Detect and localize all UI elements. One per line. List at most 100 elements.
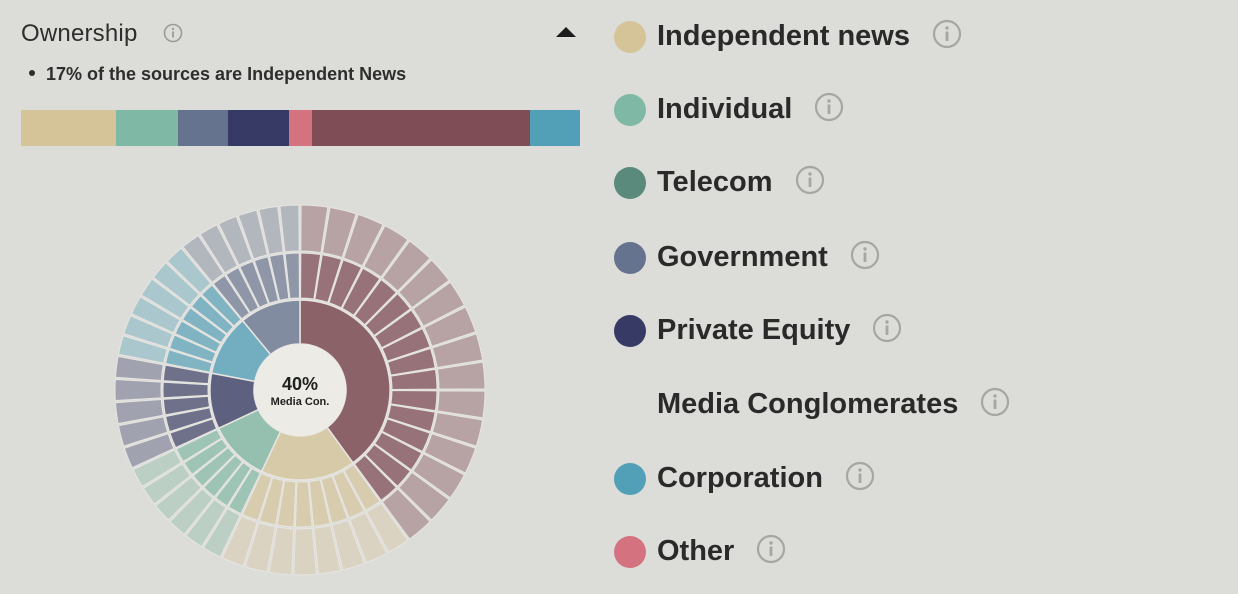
sunburst-slice-media-conglomerates-ring2-4[interactable] xyxy=(341,267,381,316)
info-icon[interactable] xyxy=(756,534,786,564)
sunburst-slice-corporation-ring3-2[interactable] xyxy=(123,315,174,349)
bar-segment-media-conglomerates[interactable] xyxy=(311,110,530,146)
sunburst-slice-media-conglomerates-ring2-13[interactable] xyxy=(381,418,431,453)
sunburst-slice-media-conglomerates-ring3-11[interactable] xyxy=(436,390,486,419)
sunburst-slice-individual-ring3-3[interactable] xyxy=(169,488,214,535)
sunburst-slice-independent-news-ring2-6[interactable] xyxy=(276,480,297,528)
sunburst-slice-private-equity-ring3-3[interactable] xyxy=(114,399,164,425)
sunburst-slice-individual-ring3-5[interactable] xyxy=(142,463,192,505)
sunburst-slice-government-ring2-1[interactable] xyxy=(212,274,251,320)
sunburst-slice-individual-ring2-2[interactable] xyxy=(214,461,252,507)
sunburst-slice-media-conglomerates-ring3-10[interactable] xyxy=(436,361,486,390)
sunburst-slice-corporation-ring3-3[interactable] xyxy=(130,296,181,334)
sunburst-slice-independent-news-ring2-2[interactable] xyxy=(332,470,366,519)
sunburst-slice-private-equity-ring2-5[interactable] xyxy=(162,364,211,385)
sunburst-slice-government-ring2-5[interactable] xyxy=(268,253,290,301)
sunburst-slice-media-conglomerates-ring2-8[interactable] xyxy=(381,327,431,362)
sunburst-slice-corporation-ring3-1[interactable] xyxy=(117,335,168,364)
sunburst-slice-government-ring2-3[interactable] xyxy=(239,260,269,309)
sunburst-slice-media-conglomerates-ring2-9[interactable] xyxy=(387,347,436,376)
sunburst-slice-corporation-ring2-1[interactable] xyxy=(164,349,213,373)
bar-segment-corporation[interactable] xyxy=(529,110,580,146)
sunburst-slice-media-conglomerates-ring3-9[interactable] xyxy=(431,333,484,369)
sunburst-slice-individual-ring2-3[interactable] xyxy=(203,454,244,498)
sunburst-slice-media-conglomerates-ring3-15[interactable] xyxy=(398,471,450,521)
legend-item-government[interactable]: Government xyxy=(614,238,1214,278)
sunburst-slice-media-conglomerates-ring2-11[interactable] xyxy=(390,390,438,412)
bar-segment-government[interactable] xyxy=(177,110,228,146)
sunburst-slice-independent-news-ring3-1[interactable] xyxy=(366,502,409,553)
sunburst-slice-individual-ring3-2[interactable] xyxy=(185,498,227,548)
sunburst-slice-private-equity-ring3-1[interactable] xyxy=(123,433,175,469)
sunburst-slice-government-ring2-2[interactable] xyxy=(225,266,260,314)
sunburst-slice-independent-news-ring2-8[interactable] xyxy=(241,472,273,522)
sunburst-slice-media-conglomerates-ring2-1[interactable] xyxy=(300,252,322,300)
sunburst-slice-media-conglomerates-ring3-14[interactable] xyxy=(412,453,466,499)
sunburst-slice-media-conglomerates-ring3-7[interactable] xyxy=(412,281,466,327)
legend-item-individual[interactable]: Individual xyxy=(614,90,1214,130)
info-icon[interactable] xyxy=(872,313,902,343)
sunburst-slice-media-conglomerates-ring2-10[interactable] xyxy=(390,368,438,390)
info-icon[interactable] xyxy=(845,461,875,491)
sunburst-slice-corporation-ring2-3[interactable] xyxy=(174,320,222,353)
sunburst-slice-independent-news-ring2-1[interactable] xyxy=(343,464,381,511)
legend-item-private-equity[interactable]: Private Equity xyxy=(614,311,1214,351)
sunburst-slice-independent-news-ring3-6[interactable] xyxy=(268,526,295,576)
sunburst-slice-corporation-ring2-5[interactable] xyxy=(190,295,234,335)
legend-item-corporation[interactable]: Corporation xyxy=(614,459,1214,499)
sunburst-slice-private-equity-ring3-4[interactable] xyxy=(114,378,162,402)
sunburst-slice-government-ring3-2[interactable] xyxy=(199,224,239,274)
sunburst-slice-media-conglomerates-ring2-5[interactable] xyxy=(353,278,397,326)
sunburst-slice-government-ring2-6[interactable] xyxy=(284,252,300,300)
sunburst-slice-government-ring3-1[interactable] xyxy=(182,234,225,284)
sunburst-slice-government-ring2-4[interactable] xyxy=(253,256,280,304)
info-icon[interactable] xyxy=(980,387,1010,417)
sunburst-slice-individual-ring2-5[interactable] xyxy=(183,438,229,476)
sunburst-slice-corporation-ring3-4[interactable] xyxy=(140,278,190,320)
sunburst-slice-government-ring3-3[interactable] xyxy=(218,215,253,266)
sunburst-slice-corporation-ring2-2[interactable] xyxy=(168,334,217,363)
sunburst-slice-media-conglomerates-ring3-16[interactable] xyxy=(381,488,431,540)
sunburst-slice-independent-news-ring2-3[interactable] xyxy=(320,475,349,524)
legend-item-media-conglomerates[interactable]: Media Conglomerates xyxy=(614,385,1214,425)
sunburst-slice-independent-news-ring3-2[interactable] xyxy=(349,512,388,564)
sunburst-slice-media-conglomerates-ring2-7[interactable] xyxy=(374,309,423,349)
bar-segment-private-equity[interactable] xyxy=(227,110,290,146)
sunburst-slice-individual-ring3-1[interactable] xyxy=(202,507,241,558)
sunburst-slice-corporation-ring3-6[interactable] xyxy=(166,247,212,294)
bar-segment-independent-news[interactable] xyxy=(21,110,117,146)
sunburst-slice-media-conglomerates-ring2-6[interactable] xyxy=(364,293,412,337)
info-icon[interactable] xyxy=(814,92,844,122)
bar-segment-other[interactable] xyxy=(289,110,312,146)
sunburst-slice-media-conglomerates-ring2-3[interactable] xyxy=(328,259,363,309)
sunburst-slice-media-conglomerates-ring2-12[interactable] xyxy=(387,404,436,433)
info-icon[interactable] xyxy=(850,240,880,270)
sunburst-slice-independent-news-ring3-7[interactable] xyxy=(244,522,276,573)
sunburst-slice-individual-ring2-1[interactable] xyxy=(227,467,261,515)
sunburst-slice-private-equity-ring3-5[interactable] xyxy=(114,355,164,381)
legend-item-other[interactable]: Other xyxy=(614,532,1214,572)
sunburst-slice-government-ring3-5[interactable] xyxy=(258,205,284,256)
legend-item-telecom[interactable]: Telecom xyxy=(614,163,1214,203)
sunburst-slice-media-conglomerates-ring3-4[interactable] xyxy=(363,224,409,278)
sunburst-slice-individual-ring2-6[interactable] xyxy=(175,429,223,463)
sunburst-slice-independent-news-ring3-5[interactable] xyxy=(293,527,317,576)
sunburst-slice-private-equity-ring2-3[interactable] xyxy=(162,395,211,416)
legend-item-independent-news[interactable]: Independent news xyxy=(614,17,1214,57)
sunburst-slice-media-conglomerates-ring2-2[interactable] xyxy=(314,254,343,303)
sunburst-slice-media-conglomerates-ring3-6[interactable] xyxy=(398,259,450,309)
sunburst-slice-media-conglomerates-ring3-3[interactable] xyxy=(343,213,384,267)
sunburst-slice-media-conglomerates-ring3-12[interactable] xyxy=(431,411,484,447)
sunburst-slice-independent-news-ring3-3[interactable] xyxy=(331,519,365,571)
sunburst-slice-government-ring3-4[interactable] xyxy=(237,209,269,260)
info-icon[interactable] xyxy=(932,19,962,49)
sunburst-slice-media-conglomerates-ring2-16[interactable] xyxy=(353,454,397,502)
sunburst-slice-independent-news-ring2-5[interactable] xyxy=(294,481,313,528)
sunburst-slice-media-conglomerates-ring2-15[interactable] xyxy=(364,443,412,487)
info-icon[interactable] xyxy=(163,23,183,43)
sunburst-slice-private-equity-ring2-4[interactable] xyxy=(162,381,209,399)
sunburst-slice-government-ring3-6[interactable] xyxy=(279,204,300,253)
sunburst-slice-individual-ring3-4[interactable] xyxy=(155,476,202,521)
collapse-arrow-icon[interactable] xyxy=(556,27,576,37)
sunburst-slice-individual-ring2-4[interactable] xyxy=(192,446,236,487)
